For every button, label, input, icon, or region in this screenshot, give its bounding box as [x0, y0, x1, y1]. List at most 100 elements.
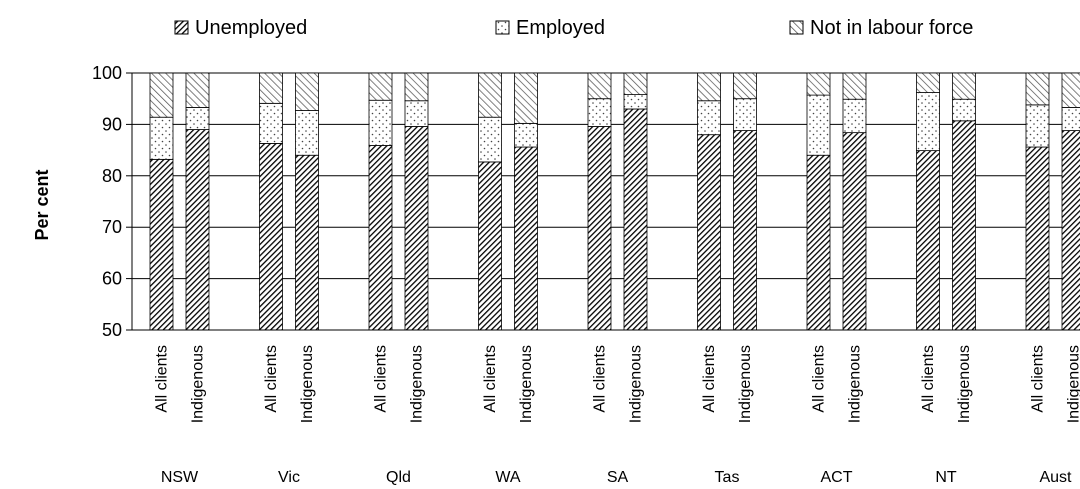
y-tick-label: 100	[92, 63, 122, 83]
bar-not-in-labour-force	[149, 72, 174, 118]
group-label: Vic	[278, 469, 300, 486]
bar-employed	[368, 99, 393, 146]
group-label: NSW	[161, 469, 199, 486]
bar-not-in-labour-force	[185, 72, 210, 108]
legend-swatch-employed	[495, 20, 510, 35]
group-label: ACT	[821, 469, 853, 486]
bar-not-in-labour-force	[697, 72, 721, 102]
bar-unemployed	[295, 154, 319, 331]
bar-unemployed	[697, 134, 721, 331]
bar-employed	[404, 100, 429, 127]
axes: 50 60 70 80 90 100	[92, 63, 1080, 340]
category-labels: All clients Indigenous NSW All clients Indig…	[154, 345, 1080, 486]
legend-label-employed: Employed	[516, 17, 605, 39]
bar-employed	[587, 98, 612, 127]
legend-swatch-unemployed	[174, 20, 189, 35]
legend-swatch-not-in-labour-force	[789, 20, 804, 35]
bar-not-in-labour-force	[1025, 72, 1050, 106]
bar-employed	[295, 110, 319, 156]
y-tick-label: 50	[102, 320, 122, 340]
group-label: WA	[495, 469, 521, 486]
legend-item-not-in-labour-force: Not in labour force	[789, 17, 973, 39]
bar-not-in-labour-force	[295, 72, 319, 111]
y-tick-label: 90	[102, 114, 122, 134]
y-tick-label: 70	[102, 217, 122, 237]
bar-unemployed	[587, 126, 612, 331]
category-label: All clients	[373, 345, 390, 413]
bar-unemployed	[514, 146, 538, 331]
category-label: All clients	[482, 345, 499, 413]
bar-not-in-labour-force	[1061, 72, 1080, 108]
bar-unemployed	[404, 126, 429, 331]
category-label: Indigenous	[628, 345, 645, 423]
bar-unemployed	[733, 130, 757, 331]
category-label: Indigenous	[409, 345, 426, 423]
bar-employed	[1025, 104, 1050, 148]
group-label: SA	[607, 469, 629, 486]
category-label: All clients	[1030, 345, 1047, 413]
bar-employed	[185, 107, 210, 130]
bar-not-in-labour-force	[478, 72, 502, 118]
bar-not-in-labour-force	[368, 72, 393, 101]
bar-employed	[733, 98, 757, 131]
y-axis-label: Per cent	[32, 169, 52, 240]
bar-not-in-labour-force	[733, 72, 757, 100]
bar-not-in-labour-force	[842, 72, 867, 100]
bar-employed	[697, 100, 721, 136]
bar-unemployed	[478, 161, 502, 331]
bar-unemployed	[259, 143, 283, 331]
bar-unemployed	[623, 108, 648, 331]
bar-employed	[1061, 107, 1080, 131]
bar-employed	[478, 116, 502, 163]
group-label: Aust	[1039, 469, 1072, 486]
bar-not-in-labour-force	[952, 72, 976, 100]
category-label: Indigenous	[956, 345, 973, 423]
bar-unemployed	[842, 132, 867, 331]
bar-unemployed	[368, 145, 393, 331]
group-label: NT	[935, 469, 957, 486]
legend-label-not-in-labour-force: Not in labour force	[810, 17, 973, 39]
category-label: Indigenous	[737, 345, 754, 423]
bar-employed	[806, 94, 831, 156]
bar-unemployed	[806, 154, 831, 331]
bars	[149, 72, 1080, 331]
bar-employed	[842, 98, 867, 134]
bar-not-in-labour-force	[916, 72, 940, 93]
category-label: All clients	[701, 345, 718, 413]
bar-unemployed	[149, 158, 174, 331]
category-label: All clients	[811, 345, 828, 413]
bar-not-in-labour-force	[587, 72, 612, 100]
bar-not-in-labour-force	[806, 72, 831, 96]
category-label: All clients	[592, 345, 609, 413]
category-label: Indigenous	[847, 345, 864, 423]
bar-unemployed	[916, 150, 940, 331]
legend-item-unemployed: Unemployed	[174, 17, 307, 39]
category-label: All clients	[263, 345, 280, 413]
y-tick-label: 60	[102, 269, 122, 289]
legend-item-employed: Employed	[495, 17, 605, 39]
bar-employed	[149, 116, 174, 160]
category-label: Indigenous	[190, 345, 207, 423]
bar-employed	[916, 92, 940, 152]
category-label: All clients	[920, 345, 937, 413]
bar-employed	[952, 98, 976, 122]
bar-employed	[623, 94, 648, 110]
bar-unemployed	[952, 120, 976, 331]
bar-not-in-labour-force	[623, 72, 648, 95]
bar-not-in-labour-force	[404, 72, 429, 102]
bar-not-in-labour-force	[514, 72, 538, 124]
bar-unemployed	[1061, 130, 1080, 331]
category-label: Indigenous	[1066, 345, 1080, 423]
bar-unemployed	[1025, 146, 1050, 331]
legend-label-unemployed: Unemployed	[195, 17, 307, 39]
group-label: Qld	[386, 469, 411, 486]
group-label: Tas	[715, 469, 740, 486]
category-label: Indigenous	[299, 345, 316, 423]
legend: Unemployed Employed Not in labour force	[174, 17, 973, 39]
bar-employed	[514, 122, 538, 148]
y-tick-label: 80	[102, 166, 122, 186]
bar-employed	[259, 102, 283, 144]
bar-unemployed	[185, 129, 210, 331]
bar-not-in-labour-force	[259, 72, 283, 104]
